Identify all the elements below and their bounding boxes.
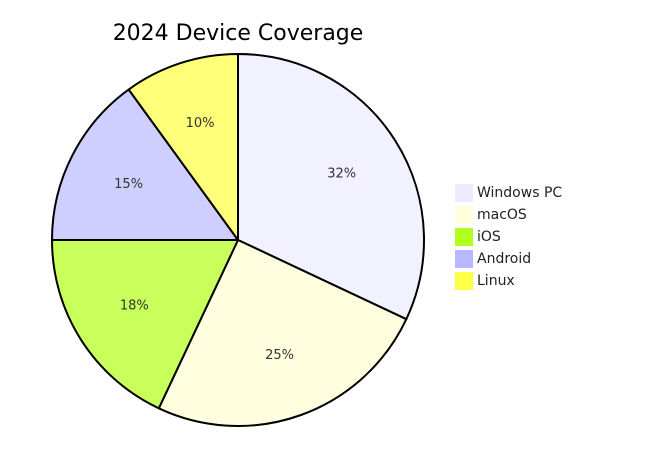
slice-label-android: 15% bbox=[114, 177, 143, 192]
slice-label-linux: 10% bbox=[186, 116, 215, 131]
pie-slices bbox=[51, 53, 425, 427]
legend-swatch-android bbox=[455, 250, 473, 268]
pie-slice-linux bbox=[127, 53, 239, 241]
legend-label-linux: Linux bbox=[477, 273, 515, 289]
legend-label-android: Android bbox=[477, 251, 531, 267]
legend-swatch-windows-pc bbox=[455, 184, 473, 202]
legend-label-ios: iOS bbox=[477, 229, 501, 245]
legend-swatch-ios bbox=[455, 228, 473, 246]
legend-swatch-macos bbox=[455, 206, 473, 224]
legend-label-macos: macOS bbox=[477, 207, 527, 223]
slice-label-ios: 18% bbox=[120, 298, 149, 313]
legend: Windows PC macOS iOS Android Linux bbox=[455, 184, 562, 290]
legend-label-windows-pc: Windows PC bbox=[477, 185, 562, 201]
pie-slice-android bbox=[51, 88, 239, 241]
chart-title: 2024 Device Coverage bbox=[113, 21, 364, 46]
slice-label-windows-pc: 32% bbox=[327, 167, 356, 182]
pie-slice-ios bbox=[51, 239, 239, 410]
legend-swatch-linux bbox=[455, 272, 473, 290]
pie-slice-windows-pc bbox=[237, 53, 425, 321]
pie-slice-macos bbox=[157, 239, 408, 427]
slice-label-macos: 25% bbox=[265, 348, 294, 363]
slice-labels: 32% 25% 18% 15% 10% bbox=[114, 116, 356, 363]
